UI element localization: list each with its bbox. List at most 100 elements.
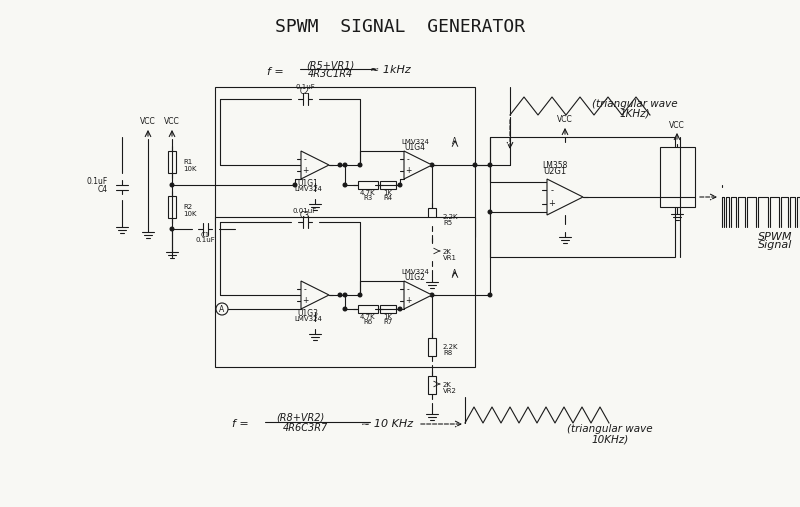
Text: Signal: Signal	[758, 240, 792, 250]
Text: 10K: 10K	[183, 211, 197, 217]
Text: +: +	[405, 166, 411, 175]
Bar	[428, 208, 436, 226]
Text: VR2: VR2	[443, 388, 457, 394]
Text: ≈ 1kHz: ≈ 1kHz	[370, 65, 410, 75]
Text: C2: C2	[300, 87, 310, 95]
Text: VCC: VCC	[164, 118, 180, 127]
Bar	[358, 305, 378, 313]
Bar	[428, 243, 436, 261]
Text: 4R3C1R4: 4R3C1R4	[307, 69, 353, 79]
Text: LMV324: LMV324	[294, 316, 322, 322]
Text: (R8+VR2): (R8+VR2)	[276, 413, 324, 423]
Text: (triangular wave: (triangular wave	[567, 424, 653, 434]
Text: 10K: 10K	[183, 166, 197, 172]
Circle shape	[474, 163, 477, 167]
Text: 1K: 1K	[383, 190, 393, 196]
Text: R2: R2	[183, 204, 192, 210]
Text: 4.7K: 4.7K	[360, 314, 376, 320]
Text: R7: R7	[383, 319, 393, 325]
Text: VCC: VCC	[140, 118, 156, 127]
Text: C3: C3	[300, 210, 310, 220]
Text: A: A	[452, 269, 458, 277]
Text: ≈ 10 KHz: ≈ 10 KHz	[361, 419, 413, 429]
Text: 2K: 2K	[443, 382, 452, 388]
Text: VCC: VCC	[557, 116, 573, 125]
Bar	[358, 181, 378, 189]
Text: -: -	[304, 285, 306, 294]
Circle shape	[170, 227, 174, 231]
Text: LMV324: LMV324	[401, 139, 429, 145]
Bar	[428, 376, 436, 394]
Text: LMV324: LMV324	[401, 269, 429, 275]
Circle shape	[170, 183, 174, 187]
Text: LM358: LM358	[542, 161, 568, 169]
Circle shape	[343, 163, 347, 167]
Text: 2.2K: 2.2K	[443, 214, 458, 220]
Text: 1KHz): 1KHz)	[620, 109, 650, 119]
Bar	[490, 137, 675, 257]
Text: 0.1uF: 0.1uF	[86, 176, 108, 186]
Text: SPWM: SPWM	[758, 232, 792, 242]
Text: f =: f =	[266, 67, 283, 77]
Text: +: +	[302, 166, 308, 175]
Circle shape	[338, 163, 342, 167]
Text: R5: R5	[443, 220, 452, 226]
Text: VCC: VCC	[669, 121, 685, 129]
Text: A: A	[452, 137, 458, 147]
Text: U1G3: U1G3	[298, 308, 318, 317]
Circle shape	[488, 293, 492, 297]
Text: U1G2: U1G2	[405, 272, 426, 281]
Text: -: -	[304, 155, 306, 164]
Text: U2G1: U2G1	[543, 167, 566, 176]
Polygon shape	[404, 281, 432, 309]
Text: 4R6C3R7: 4R6C3R7	[282, 423, 328, 433]
Text: A: A	[219, 305, 225, 313]
Text: U1G1: U1G1	[298, 178, 318, 188]
Circle shape	[430, 163, 434, 167]
Bar	[380, 181, 396, 189]
Text: 0.1uF: 0.1uF	[195, 237, 215, 243]
Bar	[215, 217, 475, 367]
Text: (triangular wave: (triangular wave	[592, 99, 678, 109]
Text: C4: C4	[98, 185, 108, 194]
Text: 1K: 1K	[383, 314, 393, 320]
Bar	[168, 196, 176, 218]
Text: f =: f =	[232, 419, 248, 429]
Text: R1: R1	[183, 159, 192, 165]
Circle shape	[678, 195, 682, 199]
Circle shape	[216, 303, 228, 315]
Bar	[215, 87, 475, 237]
Text: (R5+VR1): (R5+VR1)	[306, 61, 354, 71]
Bar	[428, 338, 436, 356]
Text: VR1: VR1	[443, 255, 457, 261]
Polygon shape	[404, 151, 432, 179]
Text: R6: R6	[363, 319, 373, 325]
Text: 4.7K: 4.7K	[360, 190, 376, 196]
Text: R4: R4	[383, 195, 393, 201]
Text: 10KHz): 10KHz)	[591, 434, 629, 444]
Bar	[380, 305, 396, 313]
Text: LMV324: LMV324	[294, 186, 322, 192]
Text: 0.1uF: 0.1uF	[295, 84, 315, 90]
Text: 2K: 2K	[443, 249, 452, 255]
Circle shape	[343, 293, 347, 297]
Circle shape	[338, 293, 342, 297]
Circle shape	[488, 163, 492, 167]
Text: R8: R8	[443, 350, 452, 356]
Text: -: -	[550, 186, 554, 195]
Text: +: +	[302, 296, 308, 305]
Circle shape	[398, 183, 402, 187]
Circle shape	[343, 307, 347, 311]
Text: SPWM  SIGNAL  GENERATOR: SPWM SIGNAL GENERATOR	[275, 18, 525, 36]
Circle shape	[358, 293, 362, 297]
Text: -: -	[406, 285, 410, 294]
Circle shape	[398, 307, 402, 311]
Text: U1G4: U1G4	[405, 142, 426, 152]
Text: -: -	[406, 155, 410, 164]
Circle shape	[293, 183, 297, 187]
Circle shape	[488, 210, 492, 214]
Polygon shape	[547, 179, 583, 215]
Polygon shape	[301, 281, 329, 309]
Polygon shape	[301, 151, 329, 179]
Bar	[168, 151, 176, 173]
